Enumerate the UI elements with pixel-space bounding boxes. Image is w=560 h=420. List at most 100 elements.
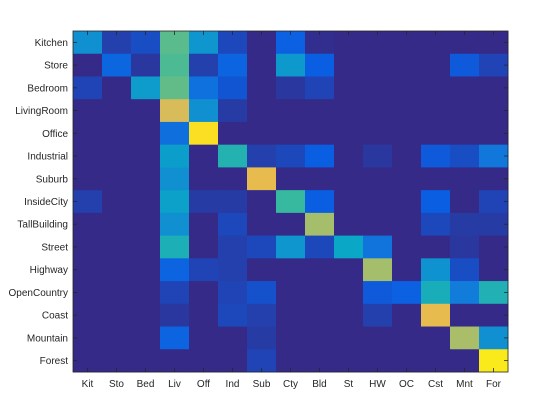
- heatmap-cell: [450, 99, 480, 123]
- x-tick-label: Mnt: [456, 379, 473, 390]
- heatmap-cell: [363, 144, 393, 168]
- heatmap-cell: [276, 121, 306, 146]
- heatmap-cell: [218, 144, 248, 168]
- heatmap-cell: [479, 235, 509, 259]
- heatmap-cell: [363, 53, 393, 77]
- heatmap-cell: [73, 99, 103, 123]
- x-tick-label: Sub: [253, 379, 271, 390]
- heatmap-cell: [160, 326, 190, 350]
- heatmap-cell: [218, 303, 248, 327]
- heatmap-cell: [450, 53, 480, 77]
- heatmap-cell: [421, 76, 451, 100]
- heatmap-cell: [334, 53, 364, 77]
- heatmap-cell: [392, 144, 422, 168]
- x-tick-label: HW: [369, 379, 386, 390]
- heatmap-cell: [479, 76, 509, 100]
- heatmap-cell: [305, 53, 335, 77]
- heatmap-cell: [131, 53, 161, 77]
- heatmap-cell: [102, 121, 132, 146]
- heatmap-cell: [363, 258, 393, 282]
- heatmap-cell: [102, 31, 132, 55]
- heatmap-cell: [218, 281, 248, 305]
- heatmap-cell: [189, 303, 219, 327]
- heatmap-cell: [305, 349, 335, 373]
- x-tick-label: Ind: [226, 379, 240, 390]
- heatmap-cell: [363, 190, 393, 214]
- axis-ticks: [73, 31, 508, 372]
- heatmap-cell: [276, 76, 306, 100]
- y-tick-label: Suburb: [36, 174, 69, 185]
- heatmap-cell: [160, 190, 190, 214]
- heatmap-cell: [305, 190, 335, 214]
- heatmap-cell: [189, 31, 219, 55]
- heatmap-cell: [247, 144, 277, 168]
- heatmap-cell: [450, 31, 480, 55]
- y-tick-label: Highway: [30, 265, 68, 276]
- heatmap-cell: [276, 31, 306, 55]
- heatmap-cell: [276, 190, 306, 214]
- heatmap-cell: [479, 303, 509, 327]
- heatmap-cell: [276, 258, 306, 282]
- heatmap-cell: [479, 99, 509, 123]
- heatmap-cell: [189, 76, 219, 100]
- heatmap-cell: [479, 53, 509, 77]
- heatmap-cell: [363, 31, 393, 55]
- heatmap-cell: [363, 76, 393, 100]
- heatmap-cell: [160, 121, 190, 146]
- heatmap-cell: [160, 281, 190, 305]
- heatmap-cell: [305, 258, 335, 282]
- x-tick-labels: Kit Sto Bed Liv Off Ind Sub Cty Bld St HW OC Cst Mnt F…: [82, 379, 502, 390]
- heatmap-cell: [247, 76, 277, 100]
- heatmap-cell: [363, 326, 393, 350]
- heatmap-cell: [131, 281, 161, 305]
- heatmap-cell: [247, 212, 277, 236]
- heatmap-cell: [218, 190, 248, 214]
- x-tick-label: Sto: [109, 379, 124, 390]
- heatmap-cell: [102, 303, 132, 327]
- heatmap-cell: [392, 258, 422, 282]
- y-tick-label: Bedroom: [27, 83, 68, 94]
- y-tick-label: Kitchen: [35, 38, 68, 49]
- heatmap-cell: [305, 235, 335, 259]
- heatmap-cell: [102, 258, 132, 282]
- heatmap-cell: [189, 212, 219, 236]
- y-tick-label: Office: [42, 129, 68, 140]
- heatmap-cell: [421, 258, 451, 282]
- heatmap-cell: [450, 281, 480, 305]
- heatmap-cell: [276, 212, 306, 236]
- heatmap-cell: [363, 349, 393, 373]
- heatmap-cell: [160, 303, 190, 327]
- heatmap-cell: [450, 212, 480, 236]
- y-tick-label: Store: [44, 61, 68, 72]
- x-tick-label: Bld: [312, 379, 326, 390]
- heatmap-cell: [102, 281, 132, 305]
- heatmap-cell: [131, 190, 161, 214]
- heatmap-cell: [247, 303, 277, 327]
- heatmap-cell: [247, 326, 277, 350]
- heatmap-cell: [305, 326, 335, 350]
- heatmap-cell: [450, 144, 480, 168]
- x-tick-label: For: [486, 379, 502, 390]
- heatmap-cell: [421, 121, 451, 146]
- heatmap-cell: [276, 326, 306, 350]
- heatmap-cell: [305, 281, 335, 305]
- heatmap-cell: [479, 281, 509, 305]
- heatmap-cell: [305, 144, 335, 168]
- heatmap-cell: [363, 167, 393, 191]
- heatmap-cell: [73, 349, 103, 373]
- heatmap-cell: [73, 76, 103, 100]
- heatmap-cell: [276, 167, 306, 191]
- heatmap-cell: [363, 281, 393, 305]
- heatmap-cell: [450, 303, 480, 327]
- heatmap-cell: [247, 258, 277, 282]
- heatmap-cell: [363, 303, 393, 327]
- heatmap-cell: [189, 121, 219, 146]
- heatmap-cell: [363, 99, 393, 123]
- heatmap-cell: [363, 212, 393, 236]
- heatmap-cell: [479, 144, 509, 168]
- heatmap-cell: [131, 76, 161, 100]
- heatmap-cell: [450, 326, 480, 350]
- heatmap-cell: [363, 235, 393, 259]
- heatmap-cell: [479, 349, 509, 373]
- heatmap-cell: [450, 190, 480, 214]
